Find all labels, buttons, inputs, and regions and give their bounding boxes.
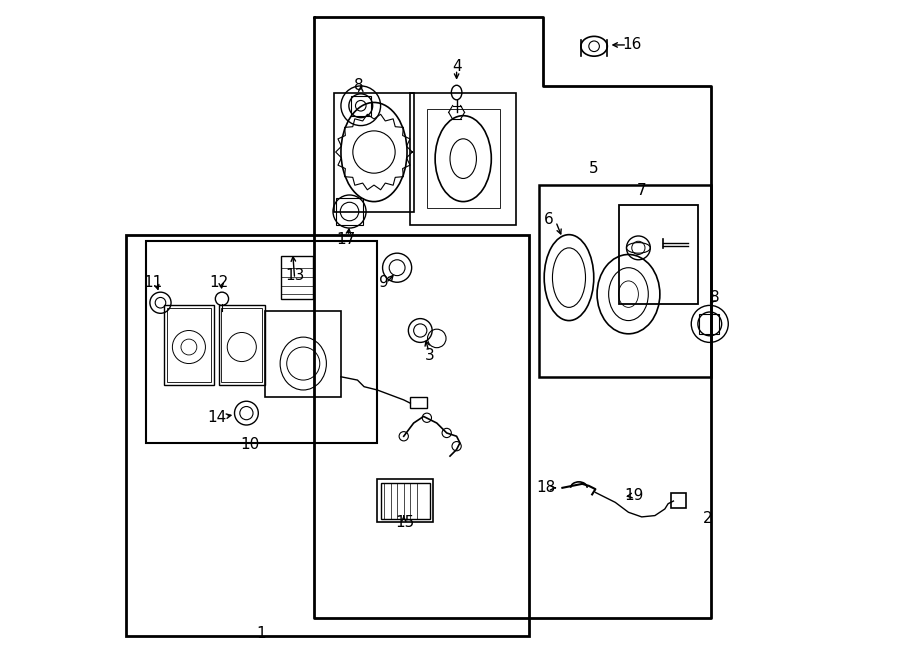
Bar — [337, 198, 363, 225]
Bar — [671, 493, 686, 508]
Bar — [351, 96, 371, 116]
Bar — [221, 308, 262, 382]
Text: 9: 9 — [379, 276, 389, 290]
Bar — [265, 311, 341, 397]
Bar — [410, 397, 427, 408]
Bar — [334, 93, 414, 212]
Text: 19: 19 — [625, 488, 644, 503]
Text: 13: 13 — [285, 268, 304, 283]
Bar — [410, 93, 516, 225]
Text: 11: 11 — [143, 275, 162, 290]
Bar — [699, 314, 719, 334]
Text: 16: 16 — [622, 38, 642, 52]
Bar — [167, 308, 212, 382]
Text: 8: 8 — [709, 290, 719, 305]
Bar — [427, 109, 500, 208]
Text: 15: 15 — [395, 515, 415, 529]
Bar — [165, 305, 214, 385]
Bar — [377, 479, 434, 522]
Bar — [282, 256, 313, 299]
Text: 14: 14 — [208, 410, 227, 425]
Text: 8: 8 — [354, 79, 364, 93]
Bar — [219, 305, 265, 385]
Text: 7: 7 — [637, 183, 646, 198]
Text: 4: 4 — [452, 59, 462, 73]
Text: 2: 2 — [703, 512, 713, 526]
Text: 10: 10 — [241, 437, 260, 451]
Text: 12: 12 — [209, 275, 229, 290]
Text: 1: 1 — [256, 626, 266, 641]
Text: 6: 6 — [544, 212, 554, 227]
Bar — [381, 483, 430, 519]
Text: 17: 17 — [336, 232, 356, 247]
Text: 3: 3 — [426, 348, 435, 363]
Text: 5: 5 — [590, 161, 598, 176]
Text: 18: 18 — [536, 481, 555, 495]
